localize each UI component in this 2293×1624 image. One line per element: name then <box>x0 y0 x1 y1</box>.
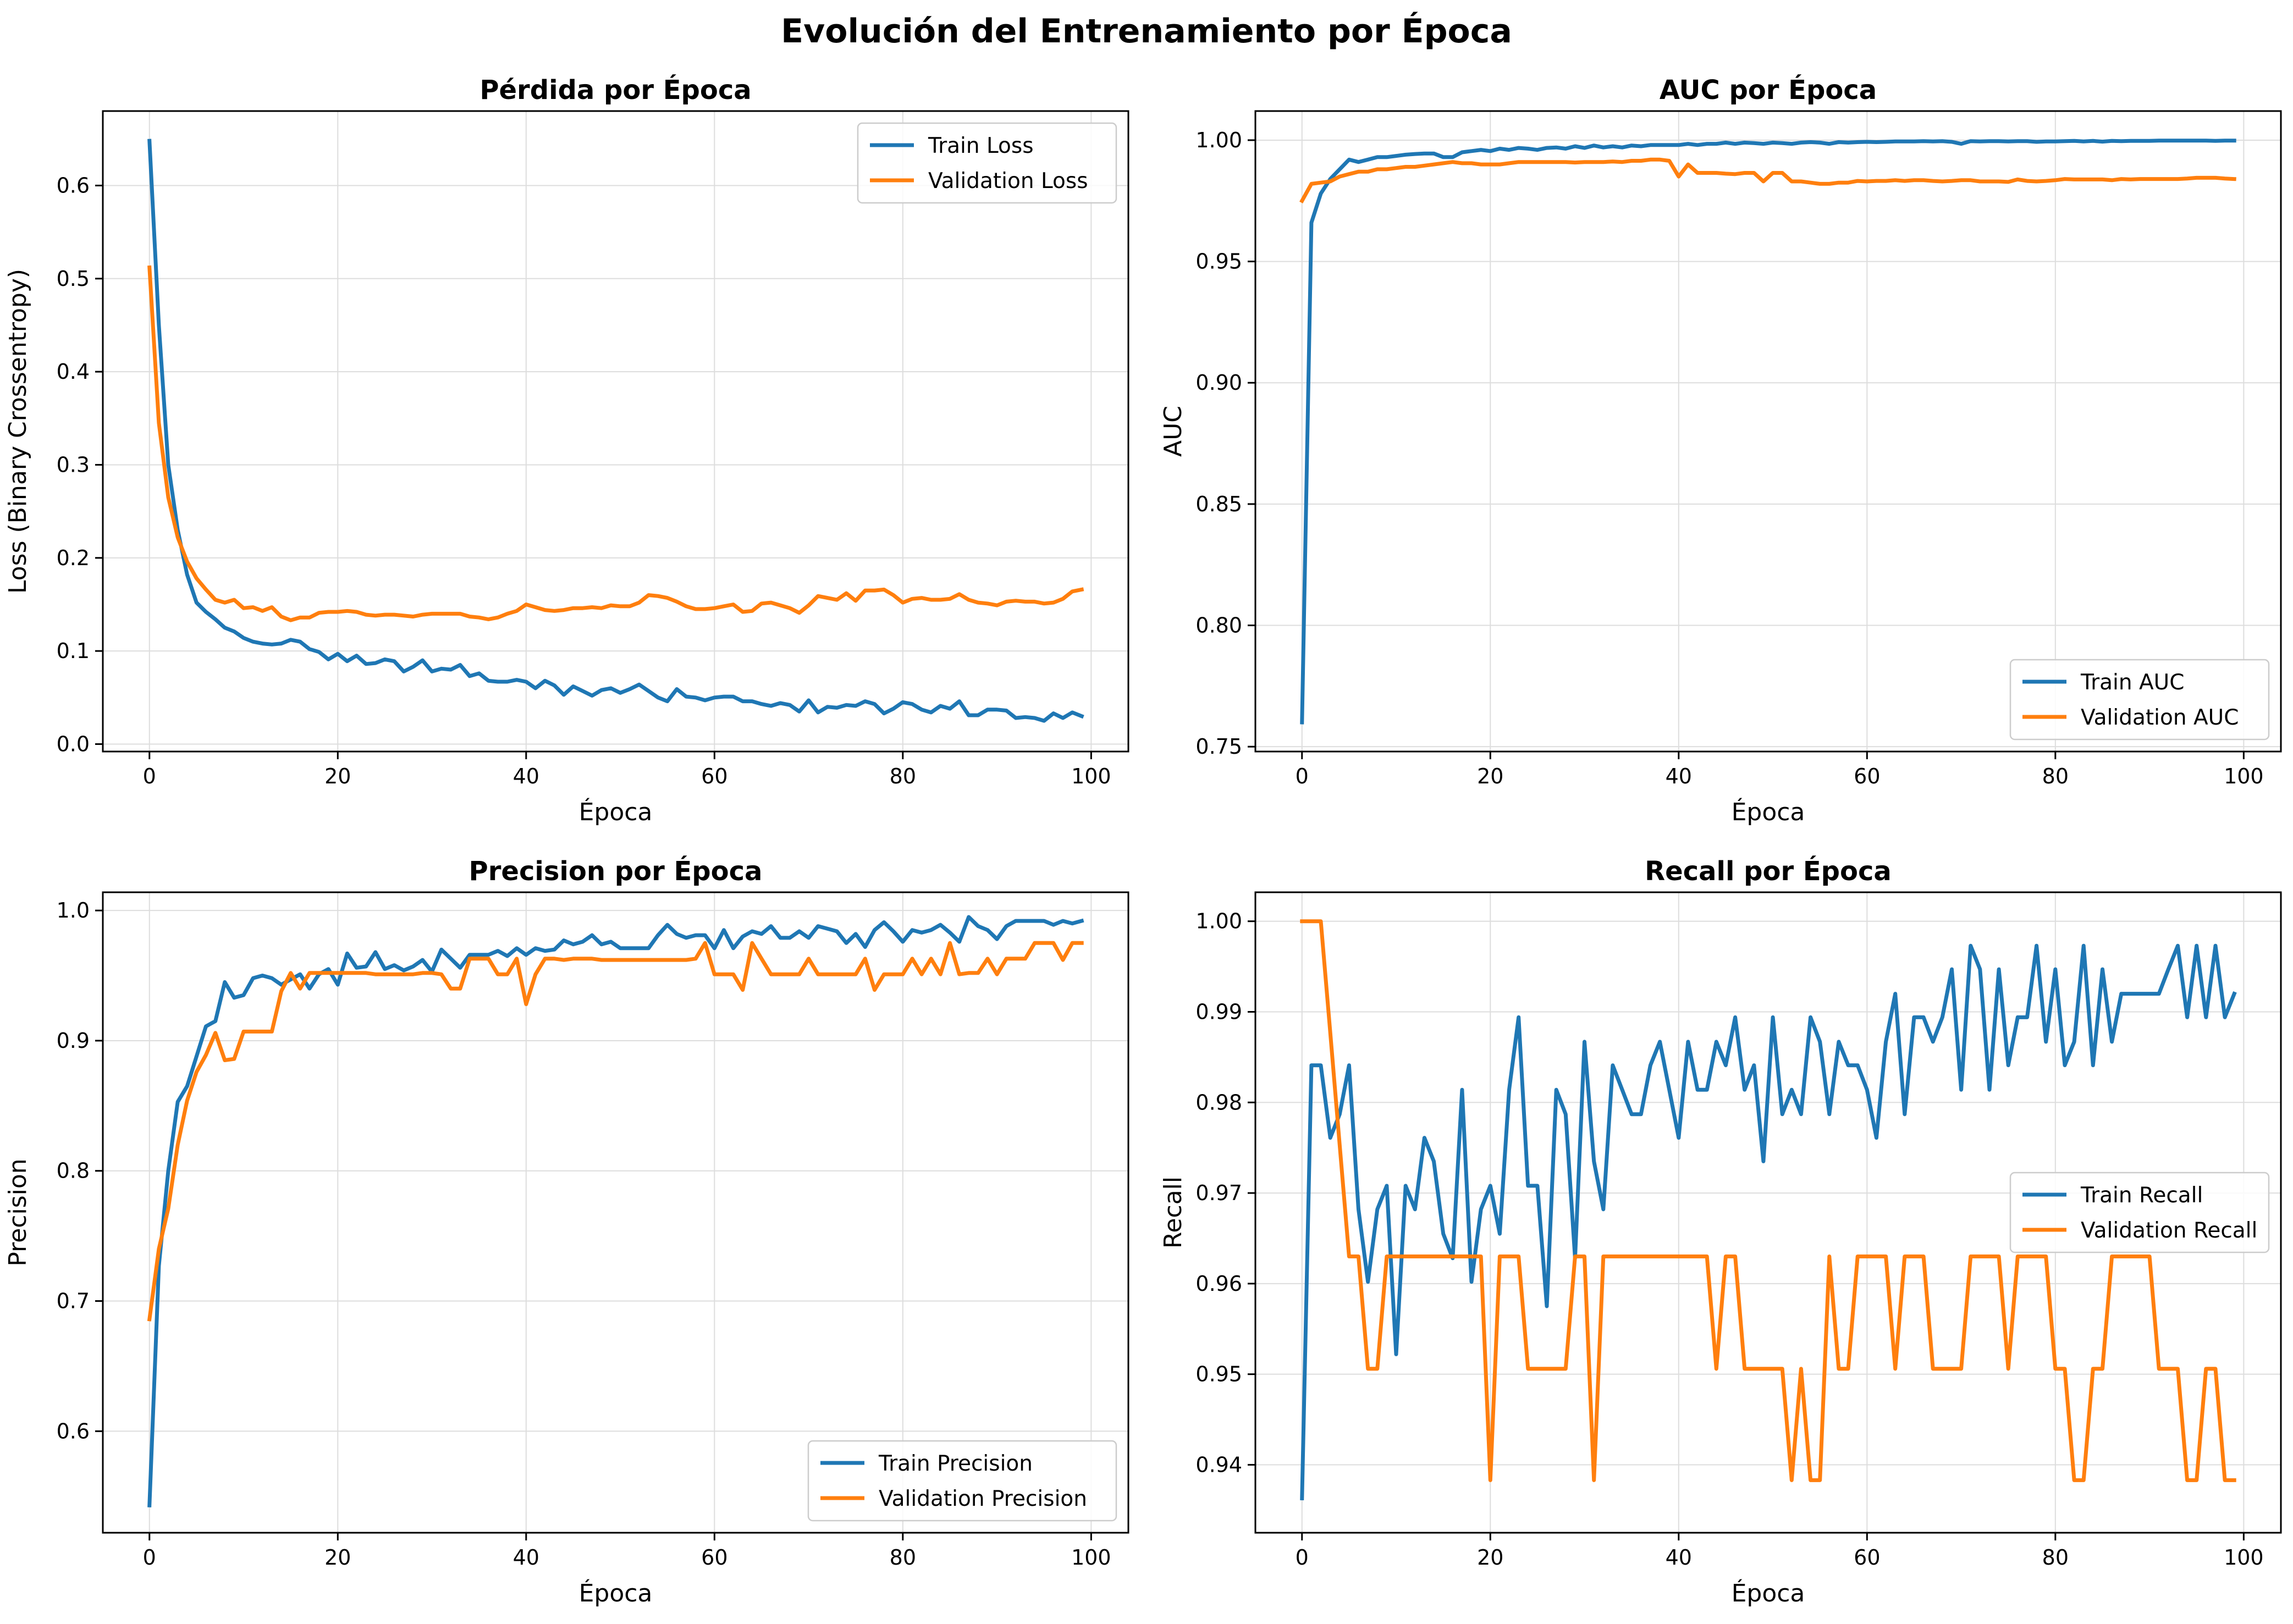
figure-title: Evolución del Entrenamiento por Época <box>781 12 1512 51</box>
y-tick-label: 0.6 <box>57 1419 90 1443</box>
x-tick-label: 100 <box>2224 1545 2264 1570</box>
y-tick-label: 0.85 <box>1195 492 1242 516</box>
chart-title: Precision por Época <box>469 855 763 887</box>
series-line-validation-loss <box>147 265 1084 622</box>
legend-label: Train Recall <box>2080 1183 2203 1208</box>
series-line-validation-auc <box>1299 157 2236 204</box>
legend-label: Validation AUC <box>2081 705 2239 730</box>
y-tick-label: 0.0 <box>57 732 90 756</box>
y-axis-label: Recall <box>1159 1176 1187 1249</box>
y-tick-label: 1.0 <box>57 898 90 923</box>
y-tick-label: 0.80 <box>1195 614 1242 638</box>
x-axis-label: Época <box>1732 1578 1805 1608</box>
y-tick-label: 0.3 <box>57 452 90 477</box>
y-tick-label: 1.00 <box>1195 909 1242 933</box>
series-line-validation-recall <box>1300 919 2236 1482</box>
x-tick-label: 20 <box>1477 1545 1503 1570</box>
legend: Train AUC Validation AUC <box>2009 659 2270 741</box>
chart-title: AUC por Época <box>1660 74 1877 106</box>
y-tick-label: 0.8 <box>57 1159 90 1183</box>
x-tick-label: 60 <box>1854 1545 1880 1570</box>
y-axis-label: AUC <box>1159 406 1187 457</box>
y-tick-label: 0.5 <box>57 267 90 291</box>
legend-box <box>857 122 1117 204</box>
y-axis-label: Precision <box>4 1158 32 1266</box>
x-tick-label: 80 <box>2042 1545 2069 1570</box>
chart-title: Recall por Época <box>1645 855 1892 887</box>
chart-title: Pérdida por Época <box>479 74 751 106</box>
y-tick-label: 0.4 <box>57 360 90 384</box>
x-tick-label: 100 <box>1071 764 1111 788</box>
x-tick-label: 0 <box>143 1545 156 1570</box>
x-tick-label: 40 <box>513 764 539 788</box>
x-tick-label: 60 <box>701 764 727 788</box>
x-tick-label: 80 <box>890 764 916 788</box>
chart-panel-4: 0 20 40 60 80 100 0.94 0.95 0.96 0.97 0.98 0.99 1.00… <box>1159 855 2282 1608</box>
legend-box <box>2009 1172 2270 1253</box>
legend-label: Train AUC <box>2080 670 2184 695</box>
series-line-validation-precision <box>147 941 1084 1322</box>
y-tick-label: 0.9 <box>57 1029 90 1053</box>
x-tick-label: 40 <box>513 1545 539 1570</box>
x-tick-label: 40 <box>1666 1545 1692 1570</box>
x-tick-label: 0 <box>143 764 156 788</box>
y-tick-label: 0.97 <box>1195 1181 1242 1205</box>
y-axis-label: Loss (Binary Crossentropy) <box>4 269 32 594</box>
y-tick-label: 0.75 <box>1195 734 1242 759</box>
y-tick-label: 0.1 <box>57 639 90 663</box>
y-tick-label: 0.90 <box>1195 371 1242 395</box>
legend-label: Train Loss <box>928 134 1034 158</box>
x-tick-label: 60 <box>1854 764 1880 788</box>
x-tick-label: 40 <box>1666 764 1692 788</box>
x-tick-label: 100 <box>2224 764 2264 788</box>
y-tick-label: 0.95 <box>1195 1362 1242 1387</box>
legend: Train Precision Validation Precision <box>807 1440 1117 1522</box>
y-tick-label: 0.96 <box>1195 1272 1242 1296</box>
x-tick-label: 20 <box>324 764 351 788</box>
series-line-train-loss <box>147 139 1084 723</box>
y-tick-label: 0.94 <box>1195 1452 1242 1477</box>
x-axis-label: Época <box>579 1578 653 1608</box>
plot-frame <box>102 891 1129 1534</box>
legend: Train Recall Validation Recall <box>2009 1172 2270 1253</box>
plot-frame <box>1254 110 2282 753</box>
legend-label: Validation Loss <box>928 169 1088 194</box>
x-axis-label: Época <box>579 797 653 826</box>
series-line-train-auc <box>1300 139 2236 725</box>
x-tick-label: 60 <box>701 1545 727 1570</box>
legend-box <box>807 1440 1117 1522</box>
x-tick-label: 0 <box>1296 764 1309 788</box>
y-tick-label: 0.6 <box>57 173 90 197</box>
y-tick-label: 1.00 <box>1195 128 1242 152</box>
y-tick-label: 0.7 <box>57 1289 90 1313</box>
legend-label: Train Precision <box>878 1451 1033 1476</box>
x-tick-label: 20 <box>324 1545 351 1570</box>
plot-frame <box>1254 891 2282 1534</box>
x-tick-label: 0 <box>1296 1545 1309 1570</box>
chart-panel-2: 0 20 40 60 80 100 0.75 0.80 0.85 0.90 0.95 1.00 AUC … <box>1159 74 2282 826</box>
chart-panel-1: 0 20 40 60 80 100 0.0 0.1 0.2 0.3 0.4 0.5 0.6 Pérdida… <box>4 74 1129 826</box>
legend: Train Loss Validation Loss <box>857 122 1117 204</box>
x-tick-label: 100 <box>1071 1545 1111 1570</box>
x-tick-label: 80 <box>890 1545 916 1570</box>
y-tick-label: 0.98 <box>1195 1090 1242 1114</box>
legend-label: Validation Recall <box>2081 1218 2257 1243</box>
x-axis-label: Época <box>1732 797 1805 826</box>
series-line-train-precision <box>147 915 1084 1507</box>
series-line-train-recall <box>1300 943 2237 1500</box>
y-tick-label: 0.2 <box>57 546 90 570</box>
y-tick-label: 0.95 <box>1195 250 1242 274</box>
plot-frame <box>102 110 1129 753</box>
legend-box <box>2009 659 2270 741</box>
x-tick-label: 20 <box>1477 764 1503 788</box>
x-tick-label: 80 <box>2042 764 2069 788</box>
legend-label: Validation Precision <box>879 1487 1087 1511</box>
y-tick-label: 0.99 <box>1195 1000 1242 1024</box>
chart-panel-3: 0 20 40 60 80 100 0.6 0.7 0.8 0.9 1.0 Precision por… <box>4 855 1129 1608</box>
